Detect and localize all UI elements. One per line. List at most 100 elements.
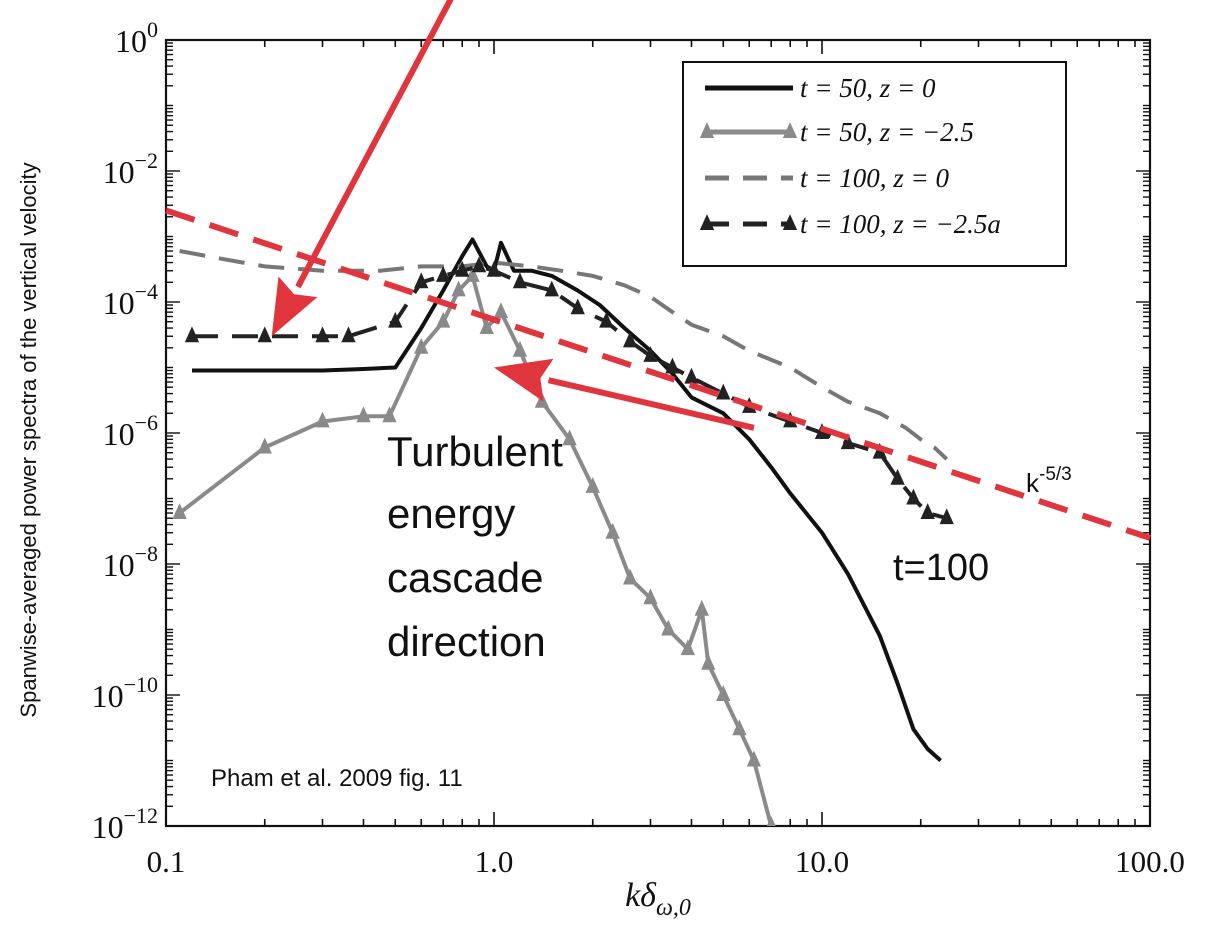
legend-box <box>682 61 1067 267</box>
cascade-line-3: cascade <box>387 554 543 601</box>
t100-annotation: t=100 <box>893 547 989 589</box>
series-line <box>192 237 942 762</box>
data-point <box>512 340 528 357</box>
y-tick-label-exponent: −6 <box>135 410 158 435</box>
legend-label: t = 100, z = 0 <box>800 163 949 193</box>
series-layer <box>172 237 954 826</box>
y-tick-label-base: 10 <box>103 285 135 321</box>
data-point <box>172 503 187 519</box>
data-point <box>465 266 480 282</box>
data-point <box>694 599 709 616</box>
series-2 <box>172 266 776 826</box>
data-point <box>315 411 330 428</box>
legend: t = 50, z = 0 t = 50, z = −2.5 t = 100, z … <box>682 61 1067 267</box>
x-axis-label-base: kδ <box>625 877 657 914</box>
data-point <box>605 522 620 539</box>
data-point <box>920 503 935 519</box>
data-point <box>257 437 272 454</box>
data-point <box>746 750 762 767</box>
series-line <box>192 264 948 521</box>
data-point <box>766 816 776 826</box>
y-tick-label-exponent: −4 <box>135 279 158 304</box>
y-tick-label: 10−12 <box>92 803 158 845</box>
y-tick-label: 10−4 <box>103 279 158 321</box>
data-point <box>436 266 451 282</box>
y-tick-label-exponent: −12 <box>124 803 158 828</box>
data-point <box>388 311 403 328</box>
x-axis-label: kδω,0 <box>625 877 691 921</box>
y-tick-label: 100 <box>115 17 158 59</box>
series-1 <box>192 237 942 762</box>
data-point <box>356 406 371 423</box>
data-point <box>451 280 466 297</box>
arrow-shaft <box>547 377 755 431</box>
data-point <box>315 326 330 343</box>
legend-marker <box>699 122 715 138</box>
y-tick-label: 10−10 <box>92 672 158 714</box>
data-point <box>184 326 200 343</box>
axis-ticks <box>165 40 1150 827</box>
data-point <box>455 260 470 277</box>
y-tick-label-exponent: −8 <box>135 541 158 566</box>
slope-reference-line <box>165 207 1151 541</box>
series-line <box>179 249 949 461</box>
y-tick-label: 10−6 <box>103 410 158 452</box>
data-point <box>840 433 856 450</box>
data-point <box>486 260 502 277</box>
data-point <box>341 326 356 343</box>
legend-label: t = 100, z = −2.5a <box>800 209 1001 239</box>
data-point <box>890 468 905 485</box>
y-tick-label-exponent: −10 <box>124 672 158 697</box>
legend-marker <box>782 214 798 230</box>
arrow-shaft <box>295 0 454 289</box>
series-3 <box>179 249 949 461</box>
x-tick-labels: 0.1 1.0 10.0 100.0 <box>147 844 1185 879</box>
y-tick-label-base: 10 <box>115 23 147 59</box>
x-tick-label: 10.0 <box>795 844 849 879</box>
data-point <box>414 272 429 289</box>
data-point <box>599 311 614 328</box>
slope-label: k-5/3 <box>1026 464 1072 498</box>
data-point <box>471 256 487 273</box>
data-point <box>436 311 451 328</box>
data-point <box>684 367 699 384</box>
x-tick-label: 100.0 <box>1115 844 1185 879</box>
cascade-line-1: Turbulent <box>387 428 563 475</box>
series-line <box>178 273 774 826</box>
arrow-head <box>271 276 318 337</box>
y-tick-label-base: 10 <box>103 416 135 452</box>
data-point <box>906 488 921 505</box>
slope-label-exponent: -5/3 <box>1039 464 1072 485</box>
citation-text: Pham et al. 2009 fig. 11 <box>211 765 463 792</box>
data-point <box>661 619 676 636</box>
data-point <box>512 272 528 289</box>
data-point <box>493 302 509 319</box>
y-tick-label-base: 10 <box>92 809 124 845</box>
data-point <box>562 429 577 446</box>
cascade-line-4: direction <box>387 618 546 665</box>
x-axis-label-sub: ω,0 <box>656 895 691 921</box>
y-tick-label-exponent: 0 <box>147 17 158 42</box>
data-point <box>701 653 716 670</box>
data-point <box>479 318 494 335</box>
y-axis-label: Spanwise-averaged power spectra of the v… <box>16 162 41 717</box>
data-point <box>643 346 658 362</box>
data-point <box>939 508 954 525</box>
legend-marker <box>699 214 715 230</box>
data-point <box>414 337 429 354</box>
x-tick-label: 1.0 <box>475 844 514 879</box>
y-tick-label-exponent: −2 <box>135 148 158 173</box>
cascade-line-2: energy <box>387 490 515 537</box>
plot-area: 0.1 1.0 10.0 100.0 10010−210−410−610−810−10… <box>92 17 1185 879</box>
data-point <box>622 568 638 585</box>
data-point <box>732 719 747 736</box>
data-point <box>716 383 731 400</box>
data-point <box>665 357 680 374</box>
data-point <box>585 477 600 493</box>
data-point <box>643 588 658 605</box>
y-tick-label-base: 10 <box>92 678 124 714</box>
y-tick-label-base: 10 <box>103 547 135 583</box>
data-point <box>716 685 731 701</box>
y-tick-label-base: 10 <box>103 154 135 190</box>
